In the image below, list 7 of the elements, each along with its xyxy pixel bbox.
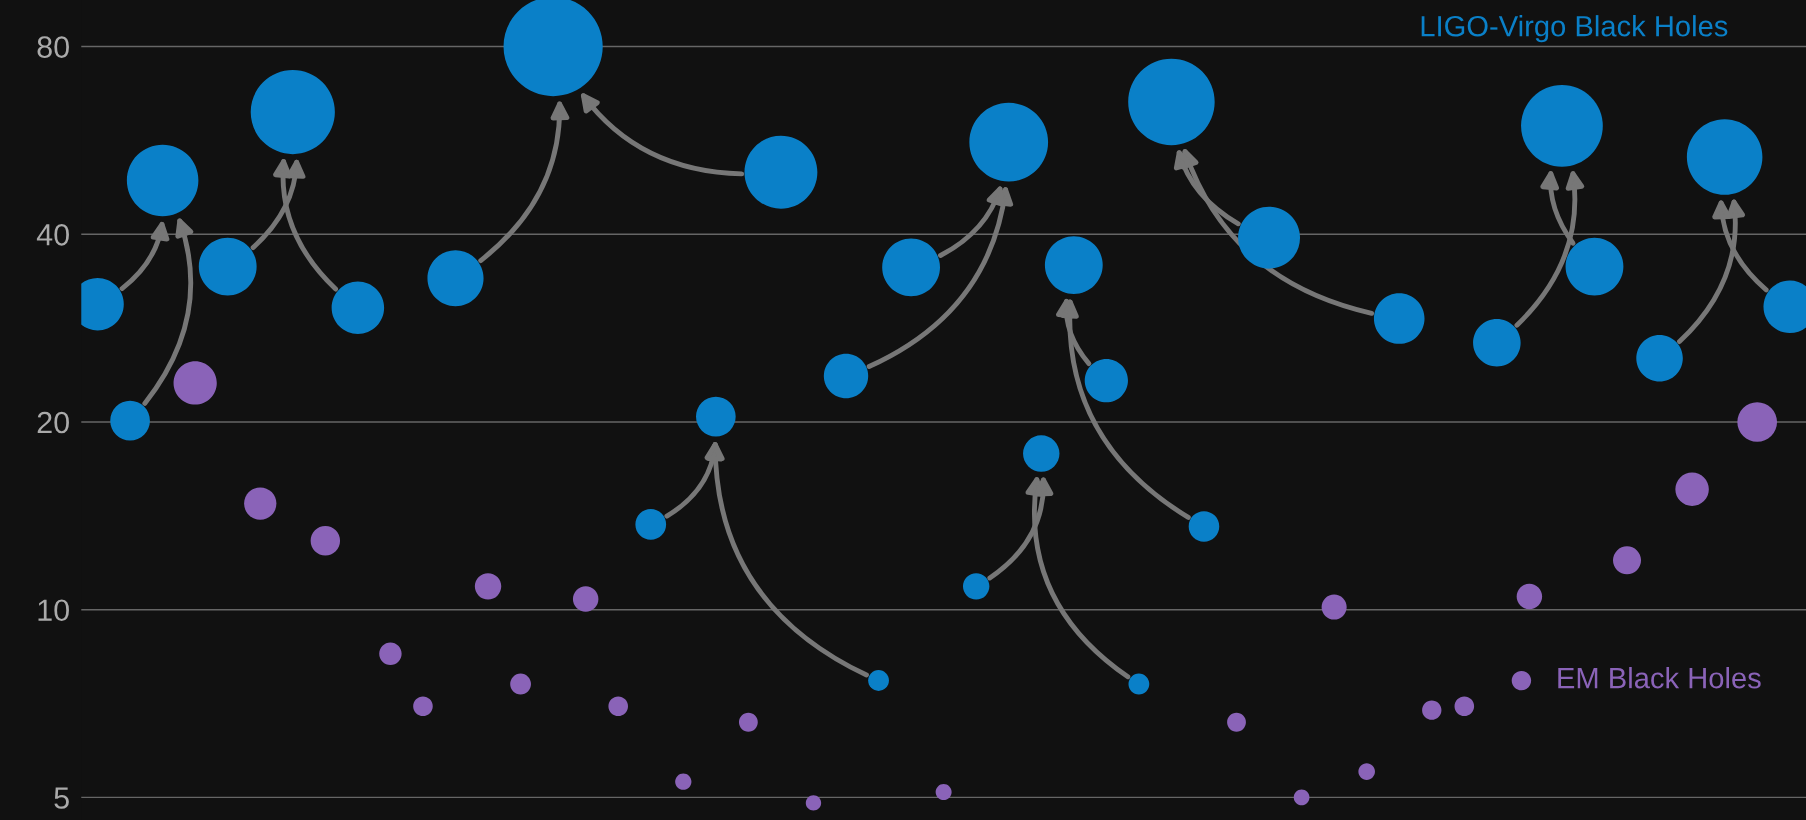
y-tick-label: 40 (36, 224, 69, 246)
text: LIGO-Virgo Black Holes (1421, 15, 1728, 43)
legend-label: EM Black Holes (1558, 667, 1761, 689)
y-tick-label: 80 (37, 36, 69, 58)
y-tick-label: 10 (38, 599, 69, 622)
y-tick-label: 5 (54, 787, 69, 809)
y-tick-label: 20 (37, 411, 69, 434)
